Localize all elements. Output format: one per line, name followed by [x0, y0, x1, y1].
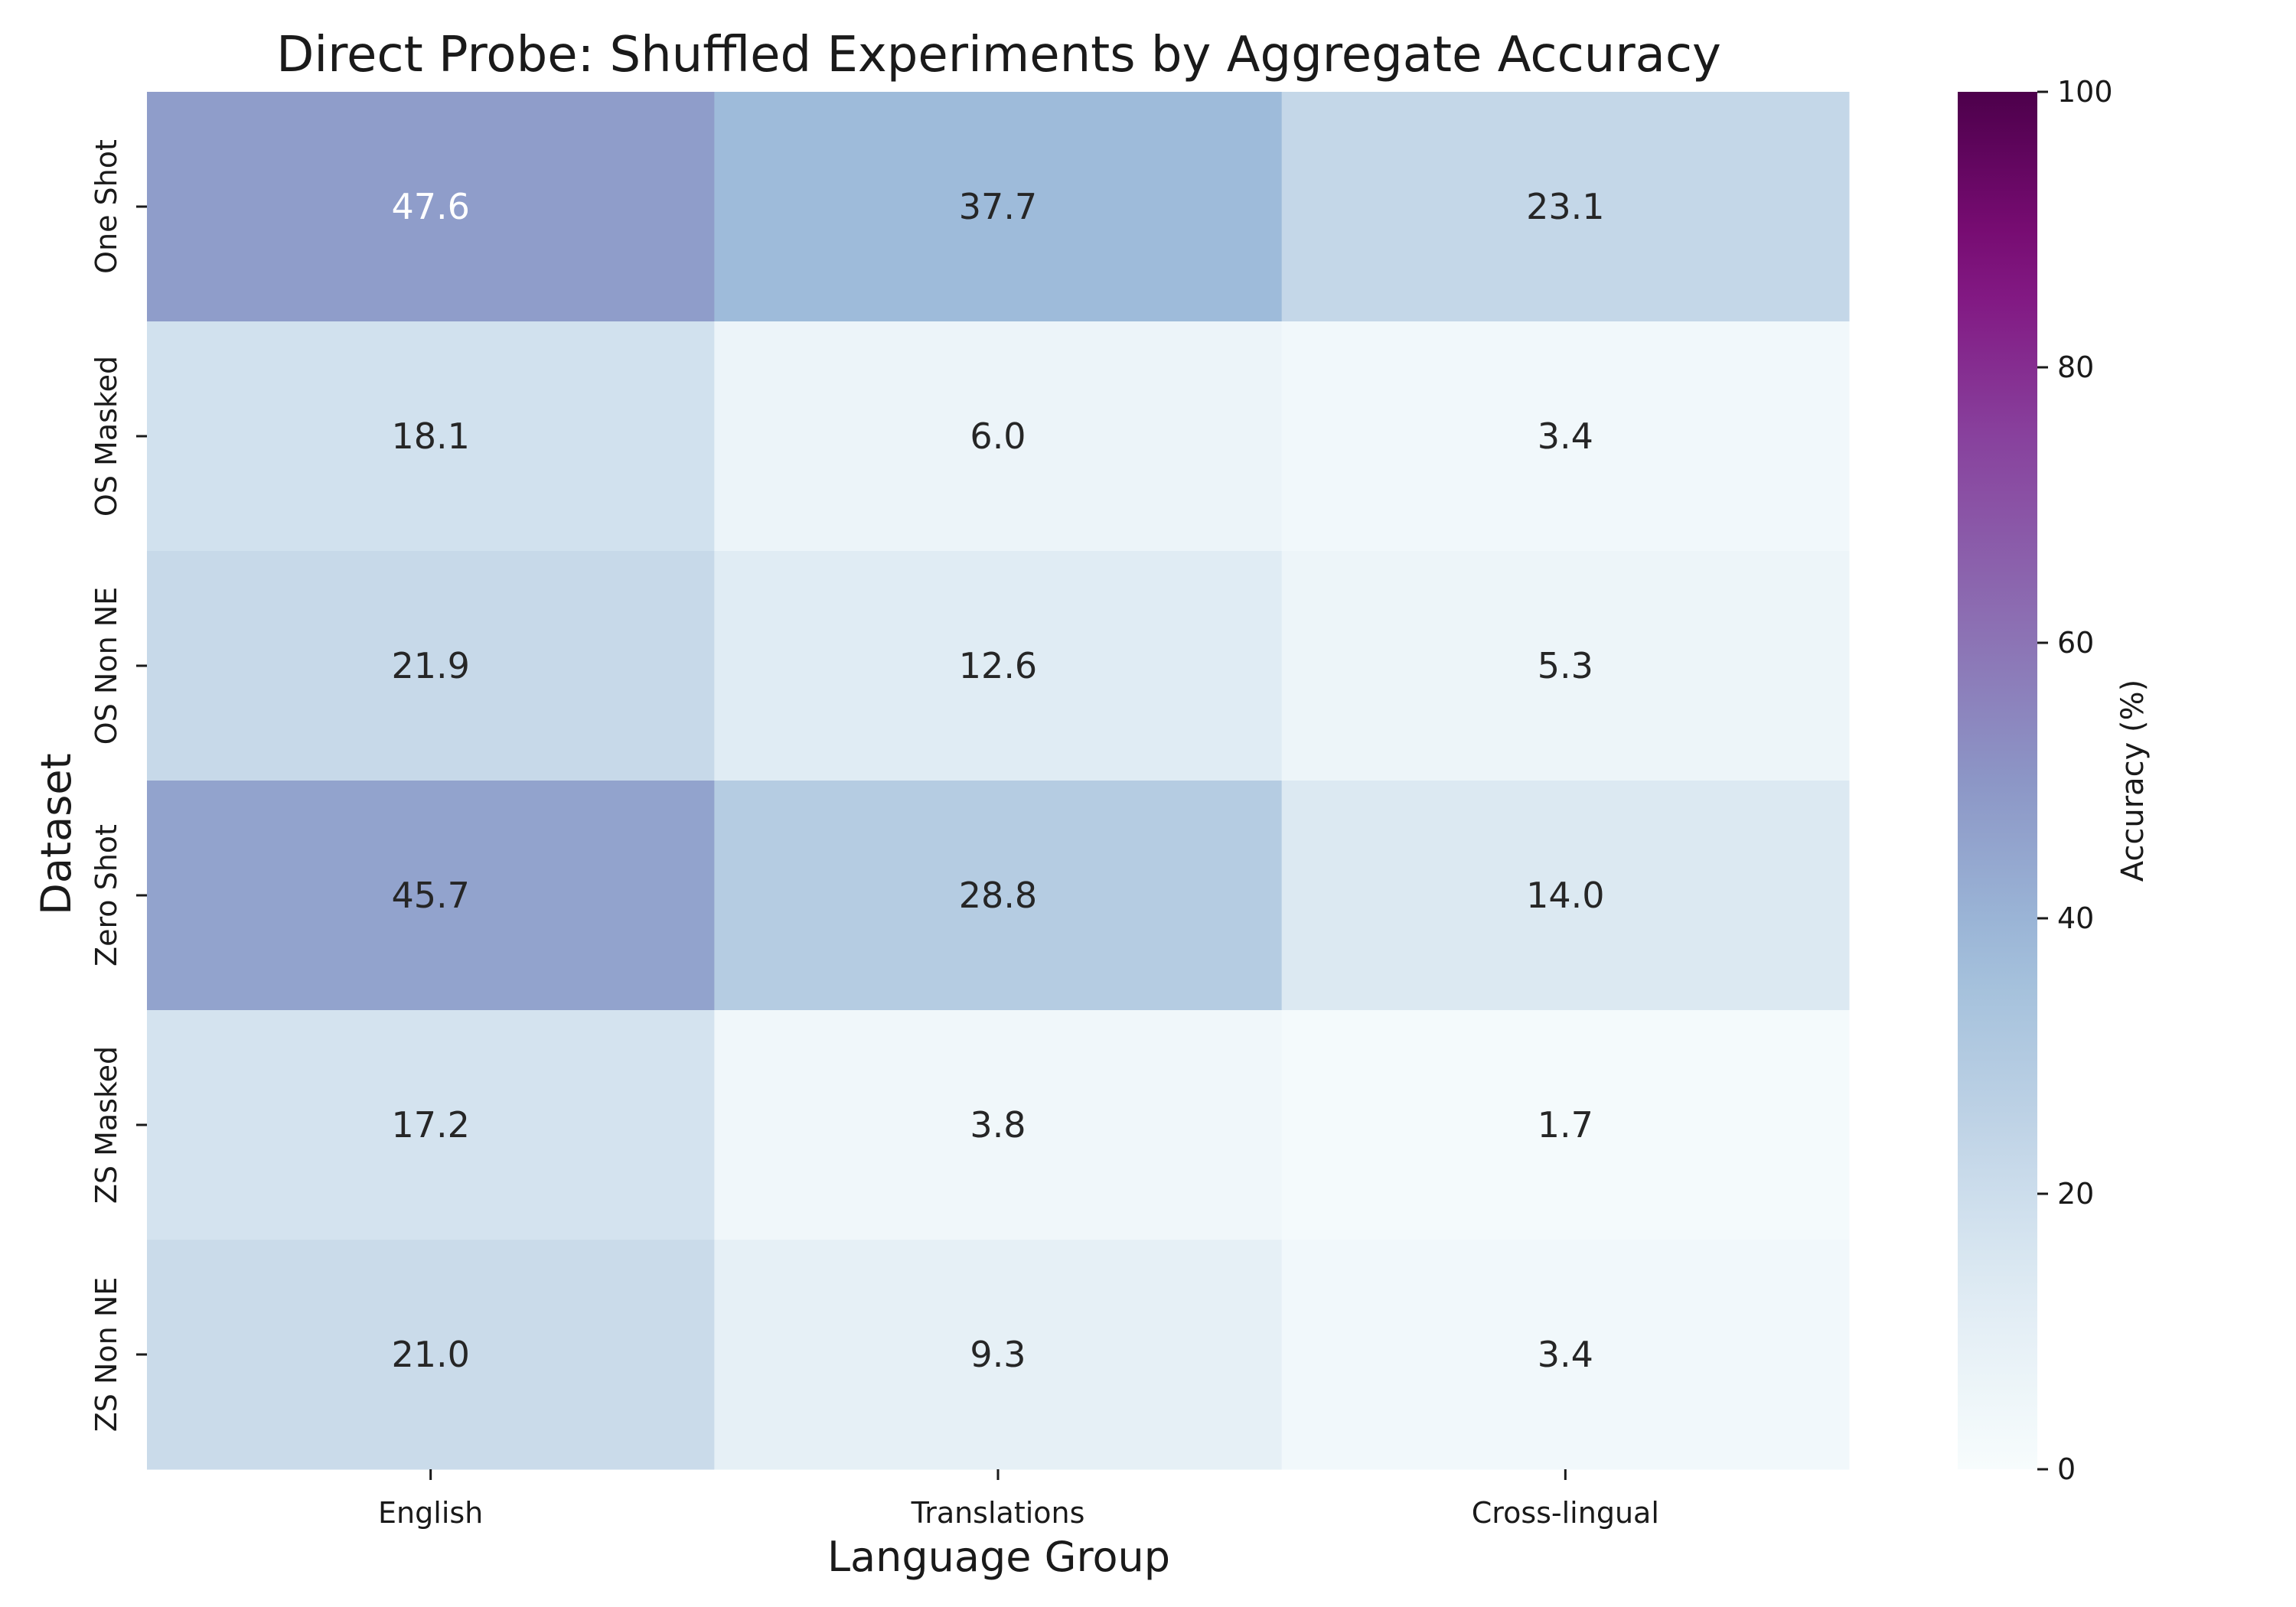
y-tick-label-zs-masked: ZS Masked: [90, 1046, 123, 1204]
x-tick-label-translations: Translations: [911, 1496, 1085, 1530]
cell-value-label: 6.0: [970, 416, 1026, 457]
heatmap-cell-os-masked-cross-lingual: [1281, 321, 1850, 552]
cell-value-label: 37.7: [959, 186, 1037, 227]
colorbar-tick-label-40: 40: [2057, 901, 2094, 935]
x-tick-label-cross-lingual: Cross-lingual: [1472, 1496, 1659, 1530]
colorbar-tick-label-60: 60: [2057, 626, 2094, 660]
cell-value-label: 47.6: [391, 186, 469, 227]
heatmap-cell-zero-shot-english: [147, 781, 715, 1011]
cell-value-label: 21.0: [391, 1334, 469, 1375]
cell-value-label: 21.9: [391, 645, 469, 686]
cell-value-label: 45.7: [391, 875, 469, 916]
heatmap-cell-zs-non-ne-english: [147, 1240, 715, 1470]
cell-value-label: 1.7: [1538, 1104, 1593, 1146]
colorbar: [1958, 92, 2037, 1469]
heatmap-cell-zs-masked-cross-lingual: [1281, 1010, 1850, 1240]
cell-value-label: 3.8: [970, 1104, 1026, 1146]
cell-value-label: 3.4: [1538, 416, 1593, 457]
cell-value-label: 14.0: [1526, 875, 1604, 916]
heatmap-cell-one-shot-english: [147, 92, 715, 322]
heatmap-cell-zs-masked-translations: [714, 1010, 1283, 1240]
y-tick-label-zero-shot: Zero Shot: [90, 824, 123, 966]
colorbar-label: Accuracy (%): [2115, 680, 2151, 882]
heatmap-cell-os-non-ne-cross-lingual: [1281, 551, 1850, 781]
heatmap-cell-zs-masked-english: [147, 1010, 715, 1240]
heatmap-cell-zero-shot-translations: [714, 781, 1283, 1011]
colorbar-tick-label-80: 80: [2057, 350, 2094, 384]
cell-value-label: 28.8: [959, 875, 1037, 916]
colorbar-ticks: 0 20 40 60 80 100: [2037, 75, 2113, 1486]
y-tick-label-zs-non-ne: ZS Non NE: [90, 1277, 123, 1433]
heatmap-cell-one-shot-translations: [714, 92, 1283, 322]
heatmap-cell-os-masked-english: [147, 321, 715, 552]
y-tick-label-os-non-ne: OS Non NE: [90, 587, 123, 745]
y-axis-ticks: One Shot OS Masked OS Non NE Zero Shot ZS Ma…: [90, 139, 147, 1432]
heatmap-cell-os-non-ne-translations: [714, 551, 1283, 781]
heatmap-cell-one-shot-cross-lingual: [1281, 92, 1850, 322]
colorbar-tick-label-100: 100: [2057, 75, 2113, 109]
heatmap-cell-zero-shot-cross-lingual: [1281, 781, 1850, 1011]
colorbar-tick-label-20: 20: [2057, 1177, 2094, 1211]
x-tick-label-english: English: [378, 1496, 483, 1530]
heatmap-cell-zs-non-ne-translations: [714, 1240, 1283, 1470]
cell-value-label: 23.1: [1526, 186, 1604, 227]
cell-value-label: 12.6: [959, 645, 1037, 686]
x-axis-ticks: English Translations Cross-lingual: [378, 1469, 1659, 1530]
heatmap-cell-zs-non-ne-cross-lingual: [1281, 1240, 1850, 1470]
cell-value-label: 5.3: [1538, 645, 1593, 686]
colorbar-tick-label-0: 0: [2057, 1452, 2076, 1486]
y-tick-label-one-shot: One Shot: [90, 139, 123, 274]
cell-value-label: 3.4: [1538, 1334, 1593, 1375]
cell-value-label: 17.2: [391, 1104, 469, 1146]
x-axis-label: Language Group: [827, 1533, 1170, 1581]
y-axis-label: Dataset: [32, 753, 80, 914]
cell-value-label: 18.1: [391, 416, 469, 457]
heatmap-cell-os-non-ne-english: [147, 551, 715, 781]
y-tick-label-os-masked: OS Masked: [90, 356, 123, 517]
heatmap-cells: 47.6 37.7 23.1 18.1 6.0 3.4 21.9 12.6 5.3 45.7 28.…: [147, 92, 1850, 1470]
cell-value-label: 9.3: [970, 1334, 1026, 1375]
heatmap-cell-os-masked-translations: [714, 321, 1283, 552]
chart-title: Direct Probe: Shuffled Experiments by Ag…: [276, 27, 1721, 83]
